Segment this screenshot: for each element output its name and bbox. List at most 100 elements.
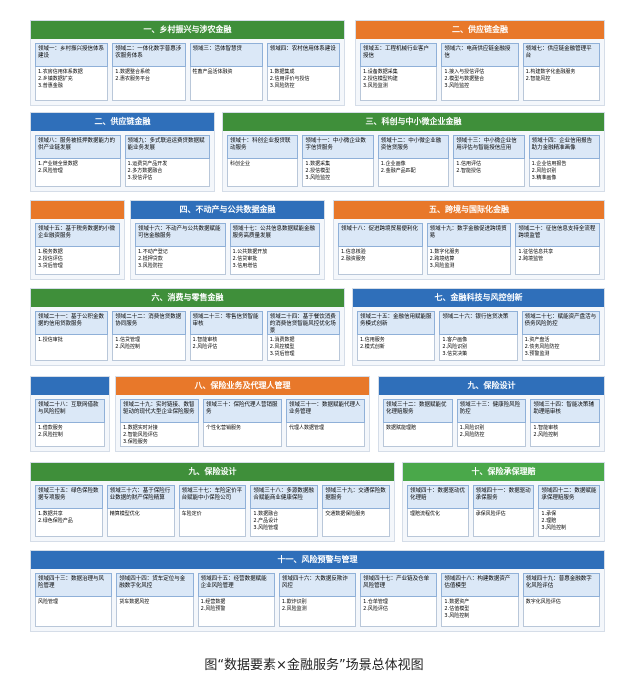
card-item: 1.构建数字化金融服务 (525, 69, 576, 75)
card-item: 3.授信评估 (127, 175, 153, 181)
card-item: 1.客户画像 (442, 337, 468, 343)
card-item: 个性化营销服务 (206, 425, 242, 431)
card-item: 2.估值模型 (444, 606, 470, 612)
domain-card: 领域二十五：金融信用赋能服务模式创新 1.信用服务 2.模式创新 (357, 311, 436, 361)
card-items: 1.消费数据 2.风控模型 3.贷后管理 (266, 335, 340, 361)
card-item: 3.风险管理 (253, 525, 279, 531)
section: 十一、风险预警与管理 领域四十三：数据治理与风险管理 风险管理 领域四十四：货车定位与… (30, 550, 605, 632)
section: 五、跨境与国际化金融 领域十八：促进跨境贸易便利化 1.信息核验 2.融资服务 领域十九… (333, 200, 605, 280)
card-title: 领域十八：促进跨境贸易便利化 (338, 223, 423, 247)
domain-card: 领域一：乡村振兴授信体系建设 1.农房信用体系数据 2.乡镇数据扩充 3.普惠金融 (35, 43, 109, 101)
card-title: 领域四十九：普惠金融数字化风险评估 (522, 573, 600, 597)
card-item: 1.农房信用体系数据 (38, 69, 83, 75)
section-header: 十、保险承保理赔 (403, 463, 604, 481)
card-item: 2.信贷审批 (232, 256, 258, 262)
card-item: 数据赋能理赔 (386, 425, 417, 431)
domain-card: 领域六：电商供应链金融授信 1.接入与授信评估 2.模型与数据整合 3.风险监控 (441, 43, 519, 101)
domain-card: 领域四十：数据驱动优化理赔 理赔流程优化 (407, 485, 469, 537)
section-header (31, 201, 124, 219)
card-item: 1.企业信用报告 (531, 161, 567, 167)
card-item: 3.风险监控 (444, 83, 470, 89)
domain-card: 领域八：服务被抵押数据能力的供产业链发展 1.产业链全景数据 2.风险管理 (35, 135, 121, 187)
domain-card: 领域三十：保险代理人营销服务个性化营销服务 (203, 399, 282, 447)
card-item: 2.风险控制 (38, 432, 63, 438)
card-title: 领域四十四：货车定位与金融数字化风控 (116, 573, 194, 597)
card-item: 2.产品设计 (253, 518, 279, 524)
card-items: 1.信贷管理 2.风险控制 (112, 335, 186, 361)
card-title: 领域二十二：消费信贷数据协同服务 (112, 311, 186, 335)
card-title: 领域三十五：绿色保险数据专项服务 (35, 485, 103, 509)
card-items: 1.运费贷产品开发 2.多方数据融合 3.授信评估 (124, 159, 210, 187)
card-item: 1.消费数据 (269, 337, 295, 343)
domain-card: 领域四十五：经营数据赋能企业风险管理 1.经营数据 2.风险预警 (197, 573, 275, 627)
card-item: 3.风险监控 (305, 175, 331, 181)
domain-card: 领域三十八：多源数据融合赋能商业健康保险 1.数据融合 2.产品设计 3.风险管理 (250, 485, 319, 537)
domain-card: 领域四十三：数据治理与风险管理 风险管理 (35, 573, 113, 627)
card-item: 1.信息核验 (341, 249, 366, 255)
card-item: 3.风险防控 (138, 263, 163, 269)
domain-card: 领域四十二：数据赋能承保理赔服务 1.承保 2.理赔 3.风险控制 (538, 485, 600, 537)
card-title: 领域二十一：基于公积金数据的信用贷款服务 (35, 311, 109, 335)
section-header: 二、供应链金融 (356, 21, 604, 39)
card-items: 1.设备数据采集 2.授信模型构建 3.风险监测 (360, 67, 438, 101)
card-item: 车险定价 (181, 511, 202, 517)
card-title: 领域十：科创企业投贷联动服务 (227, 135, 299, 159)
card-item: 1.信用服务 (360, 337, 385, 343)
card-item: 2.风险评估 (363, 606, 388, 612)
card-items: 1.智能审核 2.风险评估 (189, 335, 263, 361)
card-title: 领域三十：保险代理人营销服务 (203, 399, 282, 423)
card-items: 1.产业链全景数据 2.风险管理 (35, 159, 121, 187)
card-item: 2.抵押贷款 (138, 256, 163, 262)
card-item: 1.承保 (541, 511, 557, 517)
card-title: 领域二：一体化数字普惠涉农服务体系 (112, 43, 186, 67)
domain-card: 领域三十九：交通保险数据服务 交通数据保险服务 (322, 485, 390, 537)
section: 四、不动产与公共数据金融领域十六：不动产与公共数据赋能可信金融服务 1.不动产登记… (130, 200, 325, 280)
card-item: 2.多方数据融合 (127, 168, 163, 174)
section-header: 四、不动产与公共数据金融 (131, 201, 324, 219)
card-items: 代理人数据管理 (286, 423, 365, 447)
section: 十、保险承保理赔 领域四十：数据驱动优化理赔 理赔流程优化 领域四十一：数据驱动承保服… (402, 462, 605, 542)
card-items: 数据赋能理赔 (383, 423, 453, 447)
card-item: 2.金融产品匹配 (380, 168, 416, 174)
card-items: 1.信息核验 2.融资服务 (338, 247, 423, 275)
card-title: 领域十七：公共信息数据赋能金融服务高质量发展 (229, 223, 320, 247)
card-items: 货车数据风控 (116, 597, 194, 627)
card-items: 1.信用评估 2.智能授信 (453, 159, 525, 187)
domain-card: 领域十七：公共信息数据赋能金融服务高质量发展 1.公共数据开放 2.信贷审批 3.信用… (229, 223, 320, 275)
card-item: 交通数据保险服务 (325, 511, 366, 517)
card-title: 领域十四：企业信用报告助力金融精准画像 (528, 135, 600, 159)
card-item: 3.信用增信 (232, 263, 258, 269)
domain-card: 领域三：活体智慧贷 牲畜产品活体融资 (189, 43, 263, 101)
section: 三、科创与中小微企业金融 领域十：科创企业投贷联动服务 科创企业 领域十一：中小微企业… (222, 112, 605, 192)
card-item: 1.公共数据开放 (232, 249, 268, 255)
section: 二、供应链金融 领域五：工程机械行业客户授信 1.设备数据采集 2.授信模型构建 3.风… (355, 20, 605, 106)
card-title: 领域二十八：互联网借款与风险控制 (35, 399, 105, 423)
section: 领域二十八：互联网借款与风险控制 1.借款服务 2.风险控制 (30, 376, 110, 452)
domain-card: 领域十六：不动产与公共数据赋能可信金融服务 1.不动产登记 2.抵押贷款 3.风险防控 (135, 223, 226, 275)
card-items: 1.授信审批 (35, 335, 109, 361)
card-items: 1.数字化服务 2.跨境结算 3.风险监测 (426, 247, 512, 275)
card-title: 领域三十一：数据赋能代理人业务管理 (286, 399, 365, 423)
card-items: 风险管理 (35, 597, 113, 627)
card-title: 领域十三：中小微企业信用评估与智能授信应用 (453, 135, 525, 159)
card-item: 2.风险识别 (531, 168, 557, 174)
card-item: 2.授信模型构建 (363, 76, 398, 82)
domain-card: 领域三十三：健康险风险防控 1.风险识别 2.风险防控 (456, 399, 527, 447)
domain-card: 领域十：科创企业投贷联动服务 科创企业 (227, 135, 299, 187)
card-title: 领域三十二：数据赋能优化理赔服务 (383, 399, 453, 423)
card-item: 1.设备数据采集 (363, 69, 398, 75)
card-title: 领域二十七：赋能资产盘活与债务风险防控 (521, 311, 600, 335)
card-items: 科创企业 (227, 159, 299, 187)
card-items: 1.数据实时对接 2.智能风险评估 3.保险服务 (120, 423, 199, 447)
card-item: 1.产业链全景数据 (38, 161, 78, 167)
card-item: 代理人数据管理 (289, 425, 325, 431)
card-items: 1.欺诈识别 2.风险监测 (278, 597, 357, 627)
card-item: 1.信贷管理 (115, 337, 141, 343)
card-item: 3.风险防控 (269, 83, 295, 89)
domain-card: 领域四十四：货车定位与金融数字化风控 货车数据风控 (116, 573, 194, 627)
section-header: 五、跨境与国际化金融 (334, 201, 604, 219)
domain-card: 领域二十：征信信息支持全流程跨境监管 1.征信信息共享 2.跨境监管 (515, 223, 600, 275)
card-items: 承保风险评估 (472, 509, 535, 537)
card-item: 1.经营数据 (200, 599, 226, 605)
